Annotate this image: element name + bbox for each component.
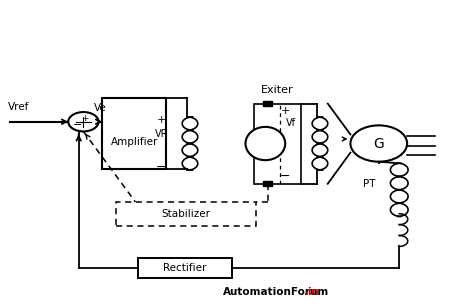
Text: Stabilizer: Stabilizer — [162, 209, 211, 219]
Text: .in: .in — [304, 287, 319, 297]
Text: −: − — [280, 170, 291, 183]
Bar — [138, 258, 232, 278]
Text: VR: VR — [155, 129, 168, 139]
Bar — [264, 101, 272, 106]
Text: +: + — [81, 114, 89, 123]
Text: Vf: Vf — [286, 118, 296, 128]
Text: AutomationForum: AutomationForum — [223, 287, 329, 297]
Text: Amplifier: Amplifier — [110, 136, 158, 147]
Text: Rectifier: Rectifier — [164, 263, 207, 273]
Ellipse shape — [246, 127, 285, 160]
Text: G: G — [374, 136, 384, 150]
Text: −: − — [73, 120, 82, 130]
Bar — [264, 181, 272, 186]
Text: PT: PT — [363, 179, 375, 189]
Text: +: + — [157, 115, 166, 125]
Bar — [117, 202, 256, 226]
Text: +: + — [281, 106, 290, 116]
Bar — [102, 98, 166, 169]
Text: Exiter: Exiter — [261, 85, 293, 95]
Text: Ve: Ve — [94, 103, 107, 113]
Text: −: − — [156, 161, 167, 174]
Text: Vref: Vref — [8, 102, 29, 112]
Bar — [254, 104, 301, 184]
